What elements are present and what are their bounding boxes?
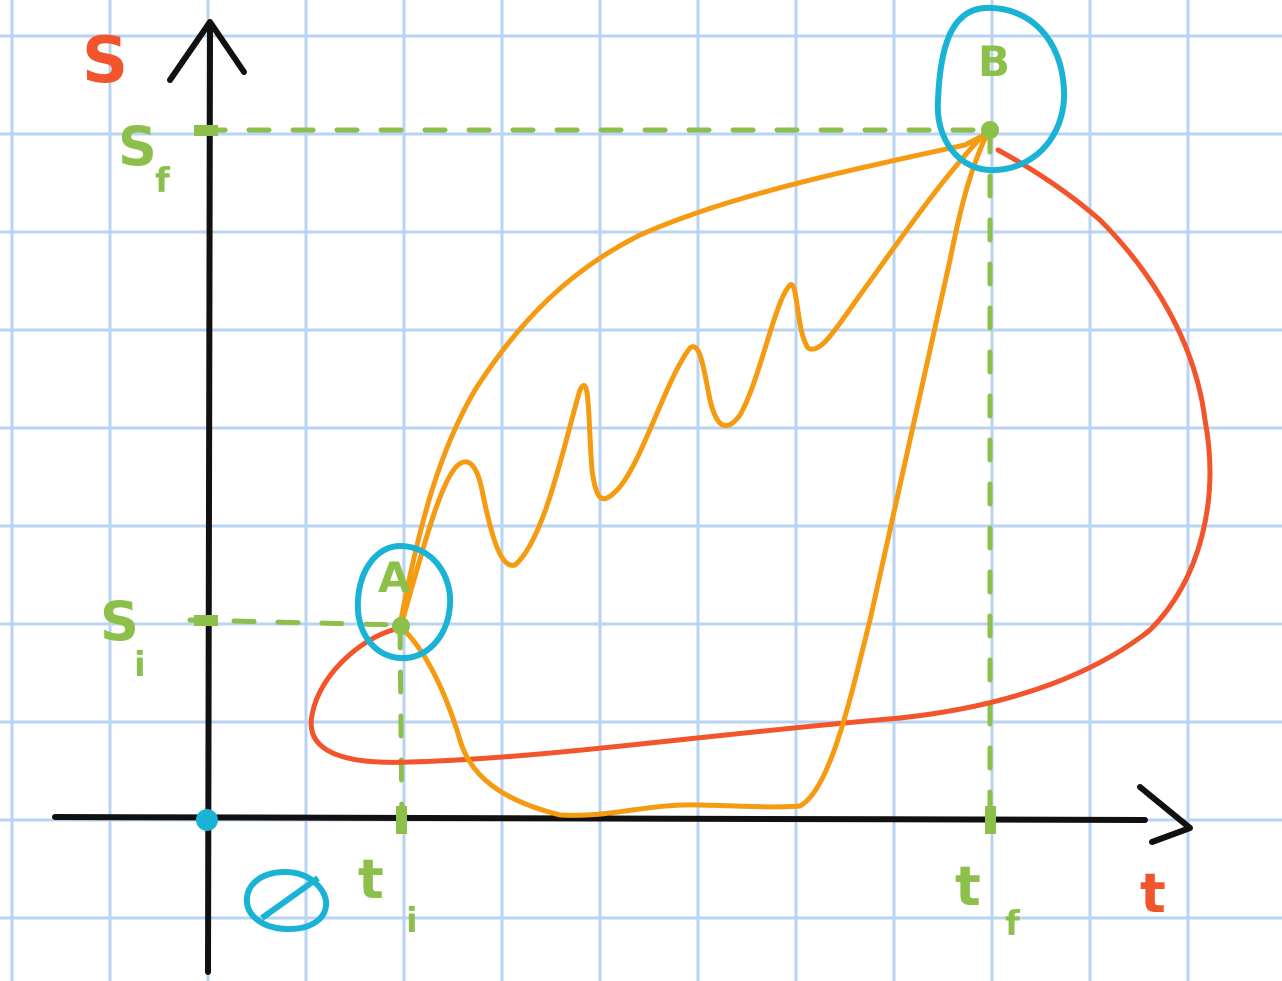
point-circles <box>243 4 1068 933</box>
circle-point-a <box>354 542 454 662</box>
tick-label-s-i-main: S <box>100 590 139 653</box>
tick-s-i <box>194 615 218 626</box>
tick-label-t-f-main: t <box>955 855 981 918</box>
orange-path-arc <box>397 129 993 628</box>
tick-label-s-i-sub: i <box>134 645 146 685</box>
origin-dot <box>196 809 218 831</box>
orange-path-zigzag <box>399 127 991 625</box>
origin-empty-set-icon <box>243 868 330 933</box>
tick-label-t-f: t f <box>955 855 1021 944</box>
origin-label: ∅ <box>0 0 1 1</box>
circle-point-b <box>934 4 1068 174</box>
point-b-label: B <box>978 37 1010 86</box>
guide-line-t-i <box>397 625 405 833</box>
horizontal-axis-label: t <box>1140 862 1166 925</box>
tick-label-s-f-main: S <box>118 115 157 178</box>
tick-t-i <box>396 806 407 834</box>
horizontal-axis <box>52 814 1148 823</box>
tick-label-t-i-main: t <box>358 848 384 911</box>
vertical-axis-arrowhead <box>167 19 247 83</box>
point-b-dot <box>981 121 999 139</box>
tick-label-t-i: t i <box>358 848 418 941</box>
tick-label-t-i-sub: i <box>406 901 418 941</box>
tick-label-s-f-sub: f <box>155 161 171 201</box>
guide-lines <box>187 127 993 833</box>
guide-line-s-i <box>187 617 403 628</box>
tick-label-t-f-sub: f <box>1005 904 1021 944</box>
tick-label-s-i: S i <box>100 590 146 685</box>
tick-s-f <box>194 125 218 136</box>
tick-label-s-f: S f <box>118 115 171 201</box>
vertical-axis-label: S <box>82 24 128 98</box>
orange-path-loop <box>399 129 991 818</box>
point-a-dot <box>392 617 410 635</box>
red-path <box>308 147 1213 765</box>
horizontal-axis-arrowhead <box>1137 784 1193 845</box>
tick-t-f <box>985 806 996 834</box>
point-a-label: A <box>378 553 411 602</box>
